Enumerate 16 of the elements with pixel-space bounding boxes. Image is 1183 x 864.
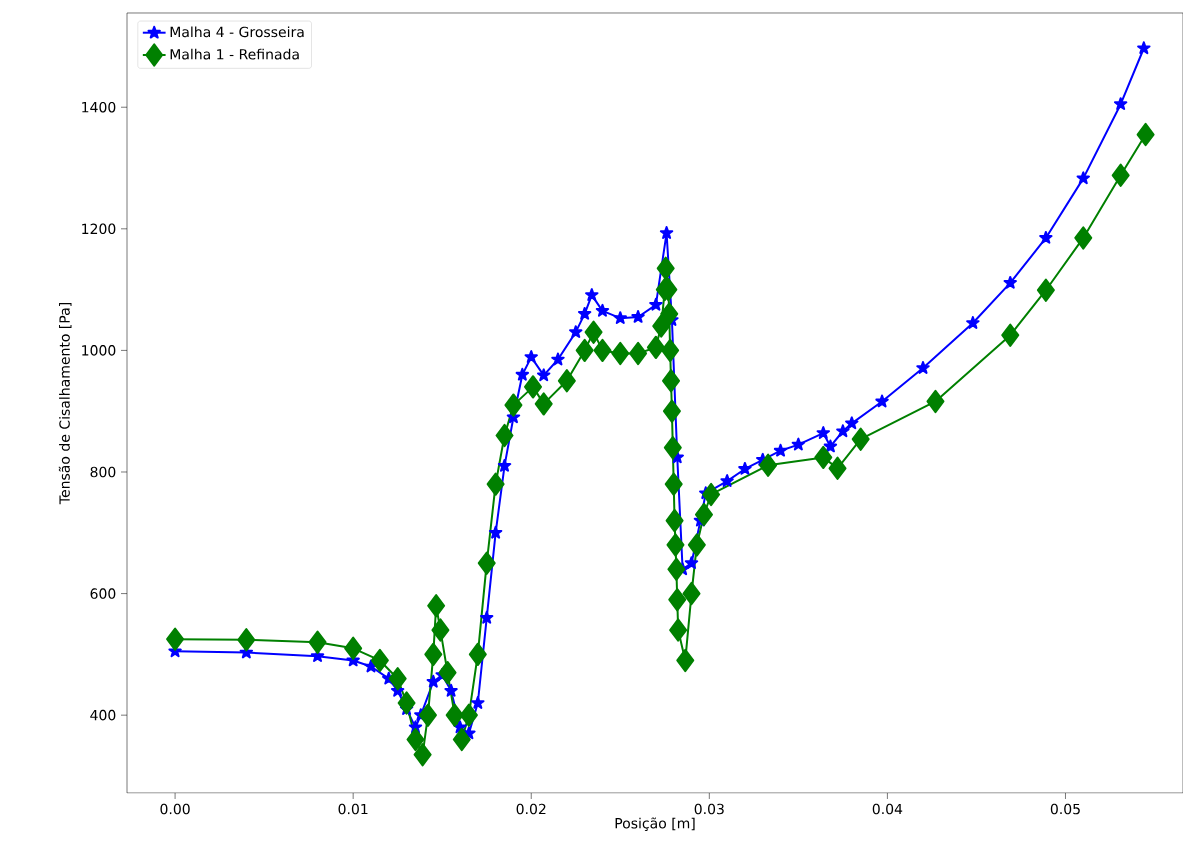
x-tick-label: 0.02 <box>516 803 546 815</box>
y-tick-label: 400 <box>90 709 116 721</box>
y-tick-label: 1400 <box>82 101 116 113</box>
legend-label: Malha 1 - Refinada <box>170 48 299 60</box>
x-tick-label: 0.05 <box>1050 803 1080 815</box>
y-tick-label: 1200 <box>82 223 116 235</box>
x-tick-label: 0.04 <box>872 803 903 815</box>
y-tick-label: 600 <box>90 588 116 599</box>
y-tick-label: 1000 <box>82 345 116 356</box>
y-axis-title: Tensão de Cisalhamento [Pa] <box>58 303 72 505</box>
x-tick-label: 0.01 <box>338 803 368 815</box>
y-tick-label: 800 <box>90 466 116 478</box>
x-tick-label: 0.00 <box>160 803 190 815</box>
legend-label: Malha 4 - Grosseira <box>170 26 304 38</box>
x-tick-label: 0.03 <box>694 803 724 815</box>
x-axis-title: Posição [m] <box>615 817 695 832</box>
